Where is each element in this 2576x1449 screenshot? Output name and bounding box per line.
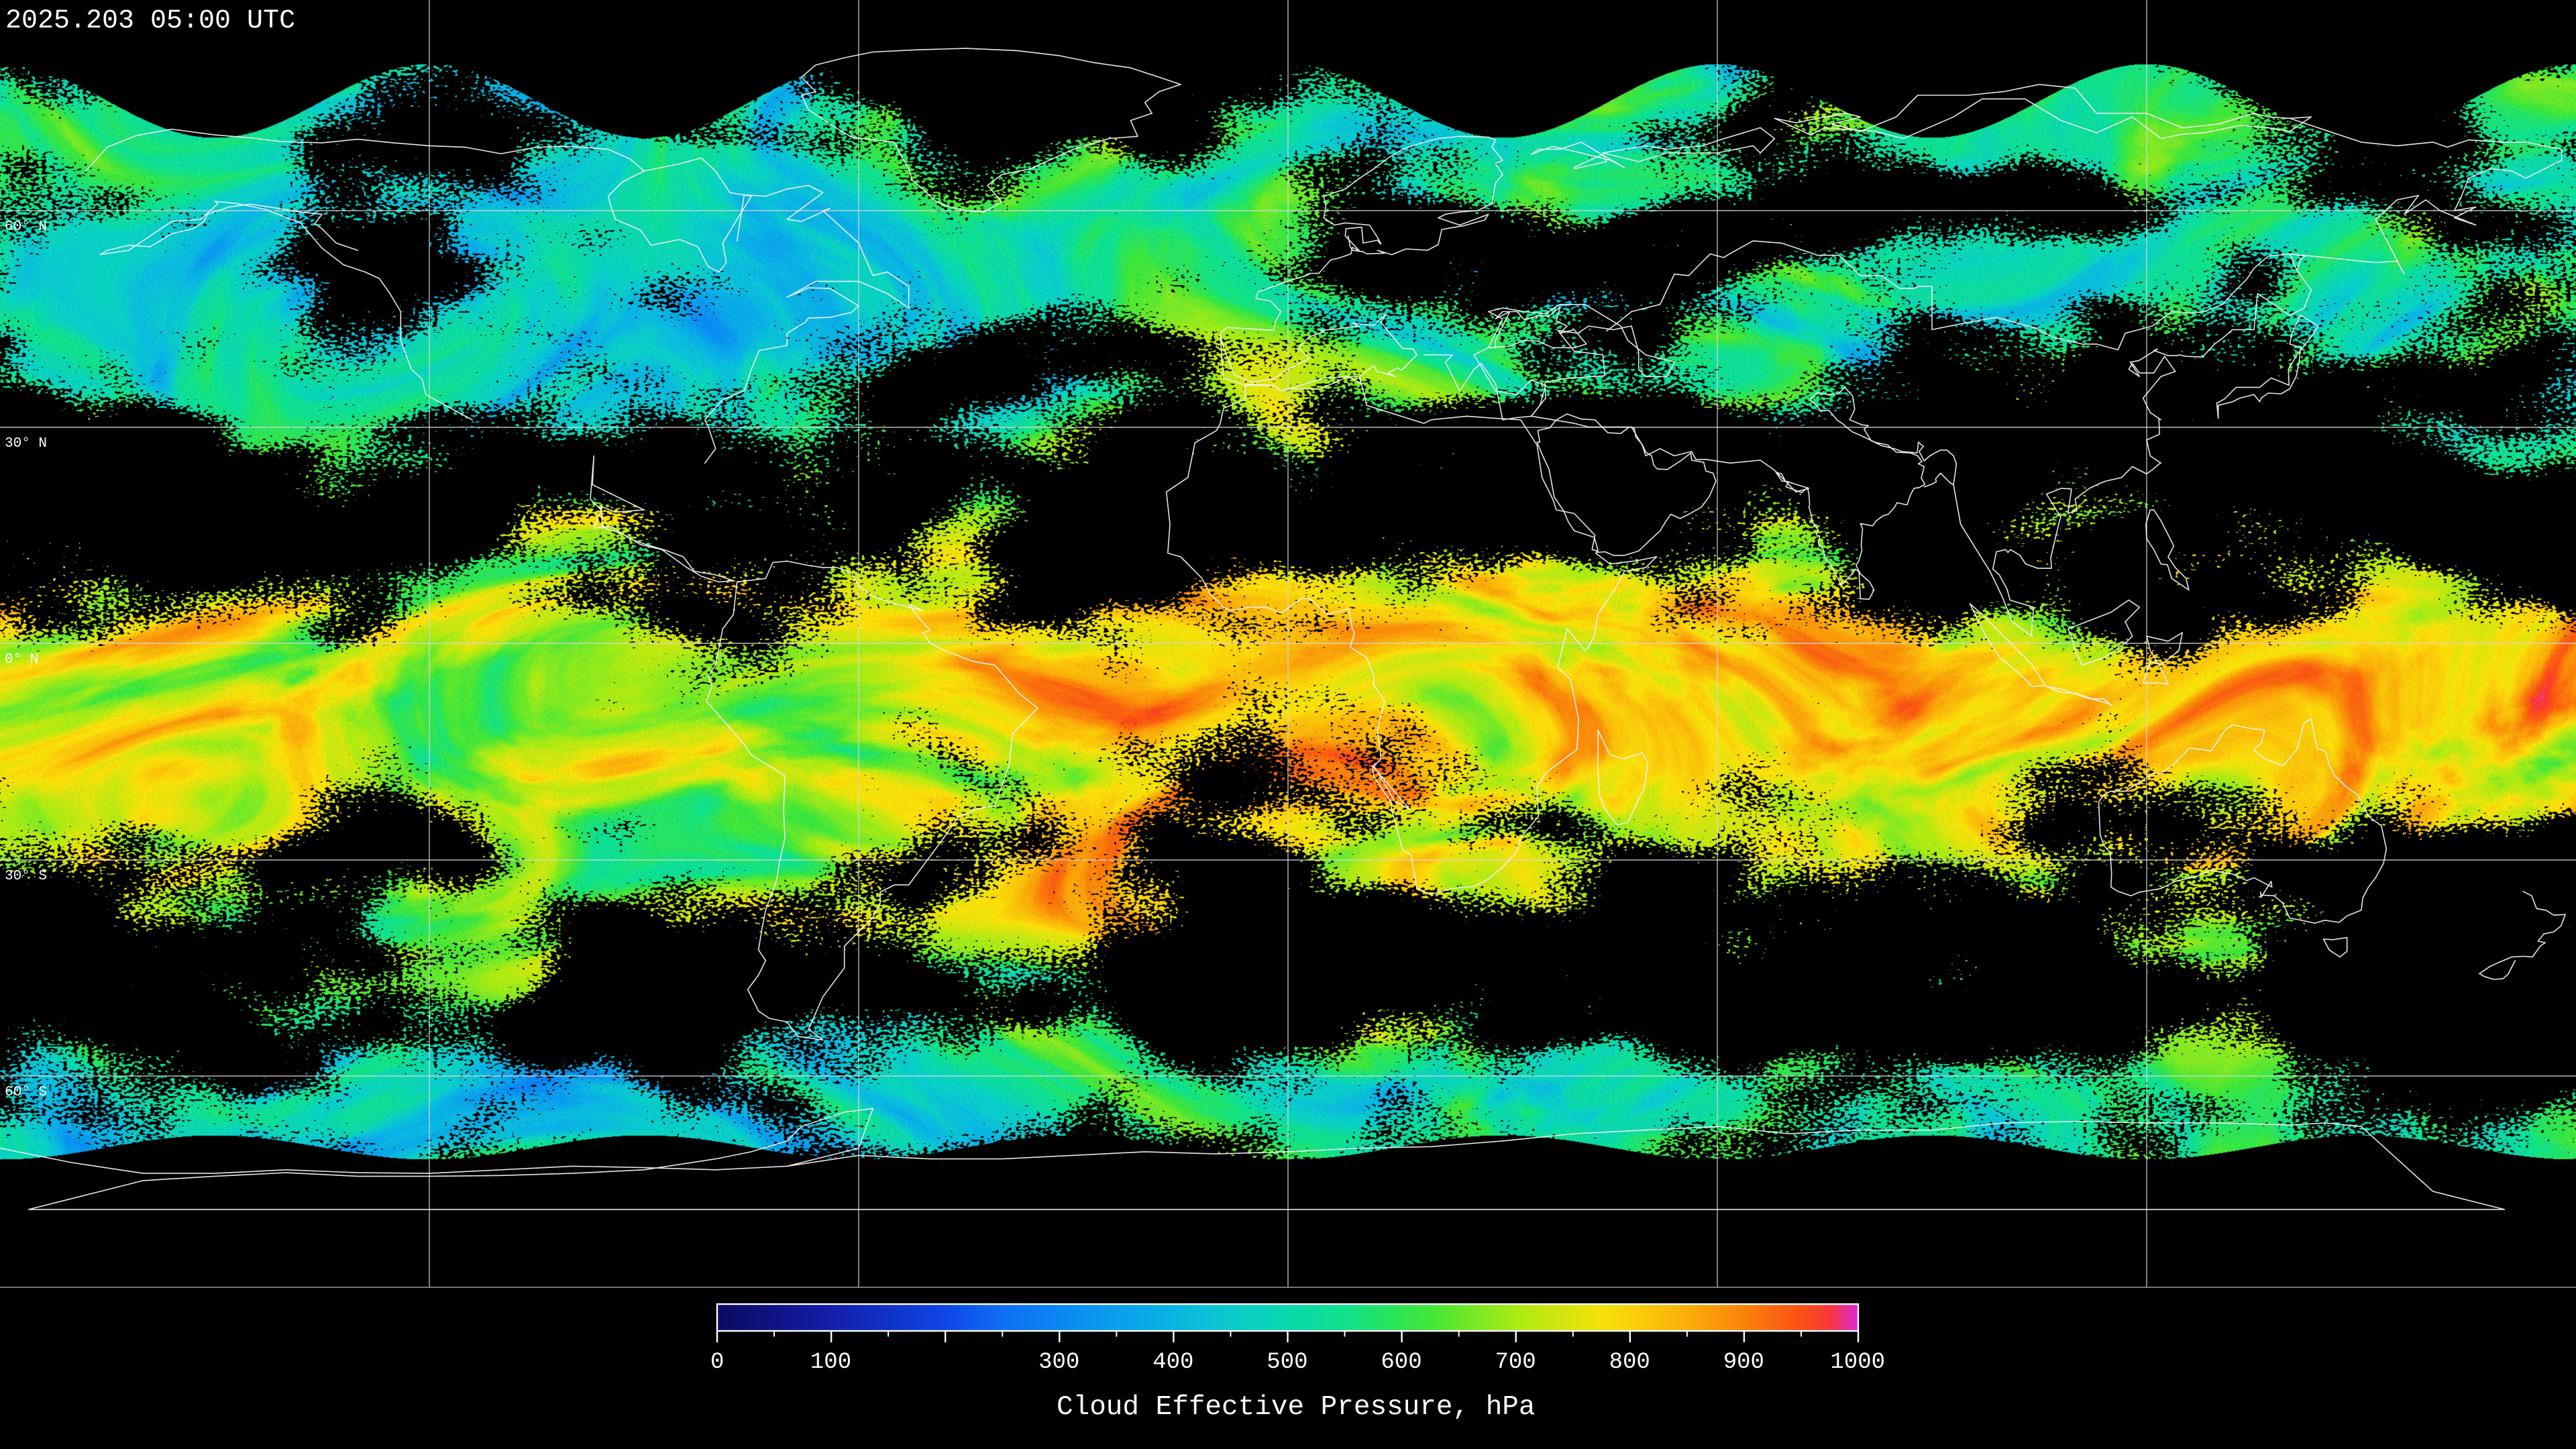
svg-text:100: 100 bbox=[810, 1350, 851, 1375]
svg-text:300: 300 bbox=[1038, 1350, 1079, 1375]
svg-text:1000: 1000 bbox=[1830, 1350, 1885, 1375]
svg-text:500: 500 bbox=[1267, 1350, 1307, 1375]
svg-text:30° S: 30° S bbox=[5, 869, 47, 884]
svg-text:0° N: 0° N bbox=[5, 652, 38, 667]
svg-text:400: 400 bbox=[1152, 1350, 1193, 1375]
svg-text:900: 900 bbox=[1723, 1350, 1764, 1375]
svg-text:0: 0 bbox=[710, 1350, 724, 1375]
svg-text:30° N: 30° N bbox=[5, 436, 47, 451]
svg-text:2025.203 05:00 UTC: 2025.203 05:00 UTC bbox=[5, 6, 295, 36]
svg-text:700: 700 bbox=[1495, 1350, 1536, 1375]
svg-text:60° S: 60° S bbox=[5, 1085, 47, 1100]
svg-text:600: 600 bbox=[1381, 1350, 1421, 1375]
svg-text:800: 800 bbox=[1609, 1350, 1650, 1375]
svg-text:Cloud Effective Pressure, hPa: Cloud Effective Pressure, hPa bbox=[1057, 1392, 1536, 1423]
svg-text:60° N: 60° N bbox=[5, 219, 47, 235]
